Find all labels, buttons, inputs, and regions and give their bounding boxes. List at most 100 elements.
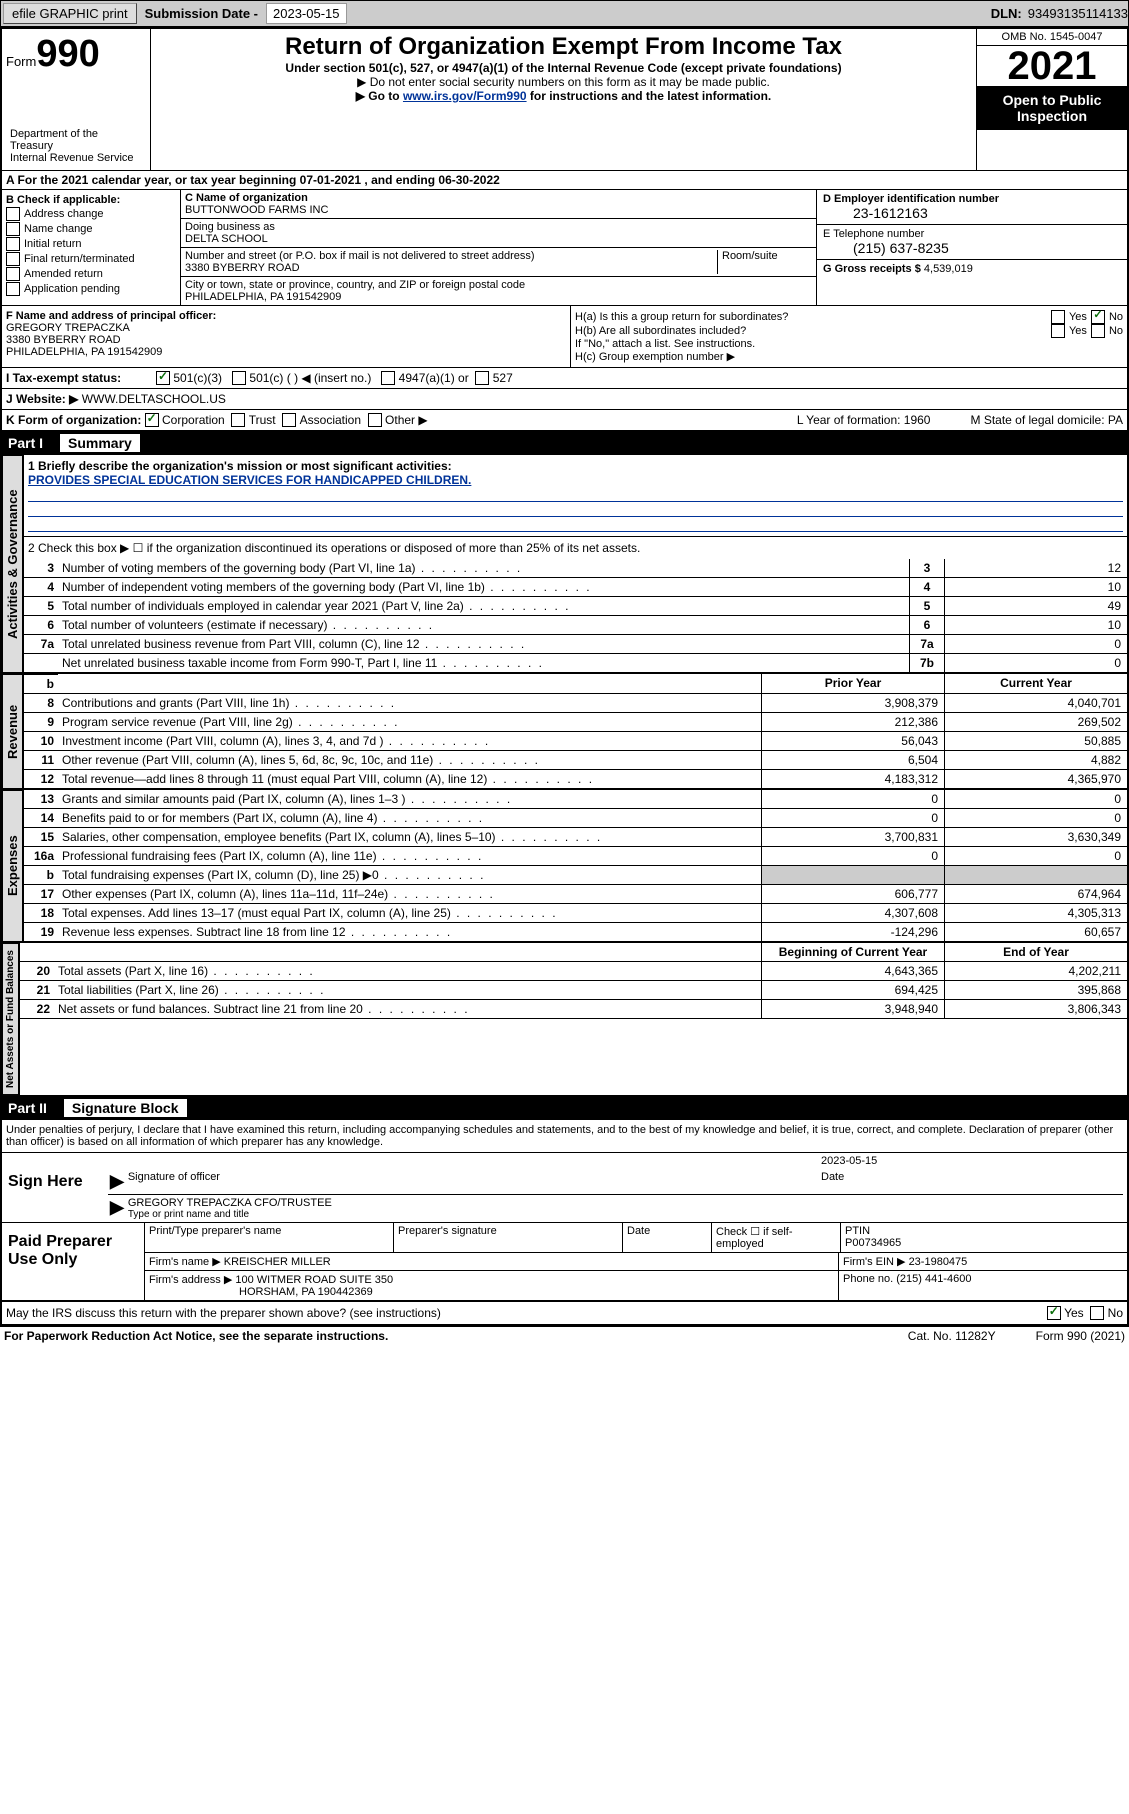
checkbox-amended-return[interactable] <box>6 267 20 281</box>
line-num: 20 <box>20 962 54 980</box>
ptin-label: PTIN <box>845 1225 1123 1237</box>
ein-value: 23-1612163 <box>823 205 1121 221</box>
line-num: 9 <box>24 713 58 731</box>
line-desc: Net assets or fund balances. Subtract li… <box>54 1000 761 1018</box>
line-desc: Grants and similar amounts paid (Part IX… <box>58 790 761 808</box>
phone-value: (215) 637-8235 <box>823 240 1121 256</box>
head-beginning-year: Beginning of Current Year <box>761 943 944 961</box>
trust-checkbox[interactable] <box>231 413 245 427</box>
form-subtitle-3: ▶ Go to www.irs.gov/Form990 for instruct… <box>159 89 968 103</box>
open-to-public-badge: Open to Public Inspection <box>977 86 1127 130</box>
ha-yes-checkbox[interactable] <box>1051 310 1065 324</box>
line-num: 21 <box>20 981 54 999</box>
line-num: 8 <box>24 694 58 712</box>
checkbox-address-change[interactable] <box>6 207 20 221</box>
other-checkbox[interactable] <box>368 413 382 427</box>
signature-date-label: Date <box>821 1171 1121 1192</box>
org-name-value: BUTTONWOOD FARMS INC <box>185 204 812 216</box>
current-value: 3,630,349 <box>944 828 1127 846</box>
current-value: 395,868 <box>944 981 1127 999</box>
checkbox-name-change[interactable] <box>6 222 20 236</box>
name-arrow-icon: ▶ <box>110 1197 124 1220</box>
line-desc: Net unrelated business taxable income fr… <box>58 654 909 672</box>
officer-name: GREGORY TREPACZKA <box>6 322 566 334</box>
line-desc: Contributions and grants (Part VIII, lin… <box>58 694 761 712</box>
corp-checkbox[interactable] <box>145 413 159 427</box>
assoc-checkbox[interactable] <box>282 413 296 427</box>
q1-label: 1 Briefly describe the organization's mi… <box>28 459 1123 473</box>
gross-receipts-label: G Gross receipts $ <box>823 263 924 275</box>
current-value: 4,882 <box>944 751 1127 769</box>
form-number: Form990 <box>6 33 146 76</box>
footer-left: For Paperwork Reduction Act Notice, see … <box>4 1329 388 1343</box>
line-num: 11 <box>24 751 58 769</box>
current-value: 60,657 <box>944 923 1127 941</box>
checkbox-final-return[interactable] <box>6 252 20 266</box>
line-desc: Total number of volunteers (estimate if … <box>58 616 909 634</box>
sign-date-value: 2023-05-15 <box>821 1155 1121 1167</box>
checkbox-initial-return[interactable] <box>6 237 20 251</box>
501c3-checkbox[interactable] <box>156 371 170 385</box>
line-desc: Other expenses (Part IX, column (A), lin… <box>58 885 761 903</box>
line-num: 7a <box>24 635 58 653</box>
irs-link[interactable]: www.irs.gov/Form990 <box>403 89 527 103</box>
tax-exempt-label: I Tax-exempt status: <box>6 371 156 385</box>
firm-phone-label: Phone no. <box>843 1273 896 1285</box>
current-value: 4,365,970 <box>944 770 1127 788</box>
prior-value: 0 <box>761 847 944 865</box>
firm-addr-label: Firm's address ▶ <box>149 1274 232 1286</box>
box-b-checkboxes: B Check if applicable: Address change Na… <box>2 190 181 305</box>
state-domicile: M State of legal domicile: PA <box>970 413 1123 427</box>
gross-receipts-value: 4,539,019 <box>924 263 973 275</box>
prior-value: 4,643,365 <box>761 962 944 980</box>
527-checkbox[interactable] <box>475 371 489 385</box>
head-end-year: End of Year <box>944 943 1127 961</box>
org-name-label: C Name of organization <box>185 192 812 204</box>
line-num: 3 <box>24 559 58 577</box>
line-desc: Total number of individuals employed in … <box>58 597 909 615</box>
hb-label: H(b) Are all subordinates included? <box>575 325 1047 337</box>
line-num: 15 <box>24 828 58 846</box>
line-num: 10 <box>24 732 58 750</box>
checkbox-application-pending[interactable] <box>6 282 20 296</box>
line-desc: Total unrelated business revenue from Pa… <box>58 635 909 653</box>
efile-print-button[interactable]: efile GRAPHIC print <box>3 3 137 24</box>
signature-officer-label: Signature of officer <box>128 1171 821 1192</box>
4947-checkbox[interactable] <box>381 371 395 385</box>
prior-value: 694,425 <box>761 981 944 999</box>
part2-header: Part II Signature Block <box>2 1096 1127 1120</box>
501c-checkbox[interactable] <box>232 371 246 385</box>
ptin-value: P00734965 <box>845 1237 1123 1249</box>
hb-yes-checkbox[interactable] <box>1051 324 1065 338</box>
ein-label: D Employer identification number <box>823 193 1121 205</box>
hb-note: If "No," attach a list. See instructions… <box>575 338 1123 350</box>
prior-value: 606,777 <box>761 885 944 903</box>
street-label: Number and street (or P.O. box if mail i… <box>185 250 713 262</box>
head-prior-year: Prior Year <box>761 674 944 693</box>
prior-value: 4,307,608 <box>761 904 944 922</box>
line-value: 10 <box>944 578 1127 596</box>
prior-value: 3,908,379 <box>761 694 944 712</box>
website-value: WWW.DELTASCHOOL.US <box>82 392 226 406</box>
current-value: 674,964 <box>944 885 1127 903</box>
line-desc: Total revenue—add lines 8 through 11 (mu… <box>58 770 761 788</box>
officer-addr1: 3380 BYBERRY ROAD <box>6 334 566 346</box>
line-value: 10 <box>944 616 1127 634</box>
line-num: 5 <box>24 597 58 615</box>
footer-form-no: Form 990 (2021) <box>1036 1329 1125 1343</box>
prep-sig-label: Preparer's signature <box>394 1223 623 1252</box>
hb-no-checkbox[interactable] <box>1091 324 1105 338</box>
q2-text: 2 Check this box ▶ ☐ if the organization… <box>24 536 1127 559</box>
ha-no-checkbox[interactable] <box>1091 310 1105 324</box>
line-value: 0 <box>944 654 1127 672</box>
officer-name-title: GREGORY TREPACZKA CFO/TRUSTEE <box>128 1197 1121 1209</box>
tab-governance: Activities & Governance <box>2 455 23 673</box>
prior-value: 0 <box>761 809 944 827</box>
discuss-yes-checkbox[interactable] <box>1047 1306 1061 1320</box>
discuss-no-checkbox[interactable] <box>1090 1306 1104 1320</box>
firm-addr2: HORSHAM, PA 190442369 <box>149 1286 373 1298</box>
line-num: b <box>24 866 58 884</box>
head-current-year: Current Year <box>944 674 1127 693</box>
form-subtitle-1: Under section 501(c), 527, or 4947(a)(1)… <box>159 61 968 75</box>
room-suite-label: Room/suite <box>718 250 812 274</box>
